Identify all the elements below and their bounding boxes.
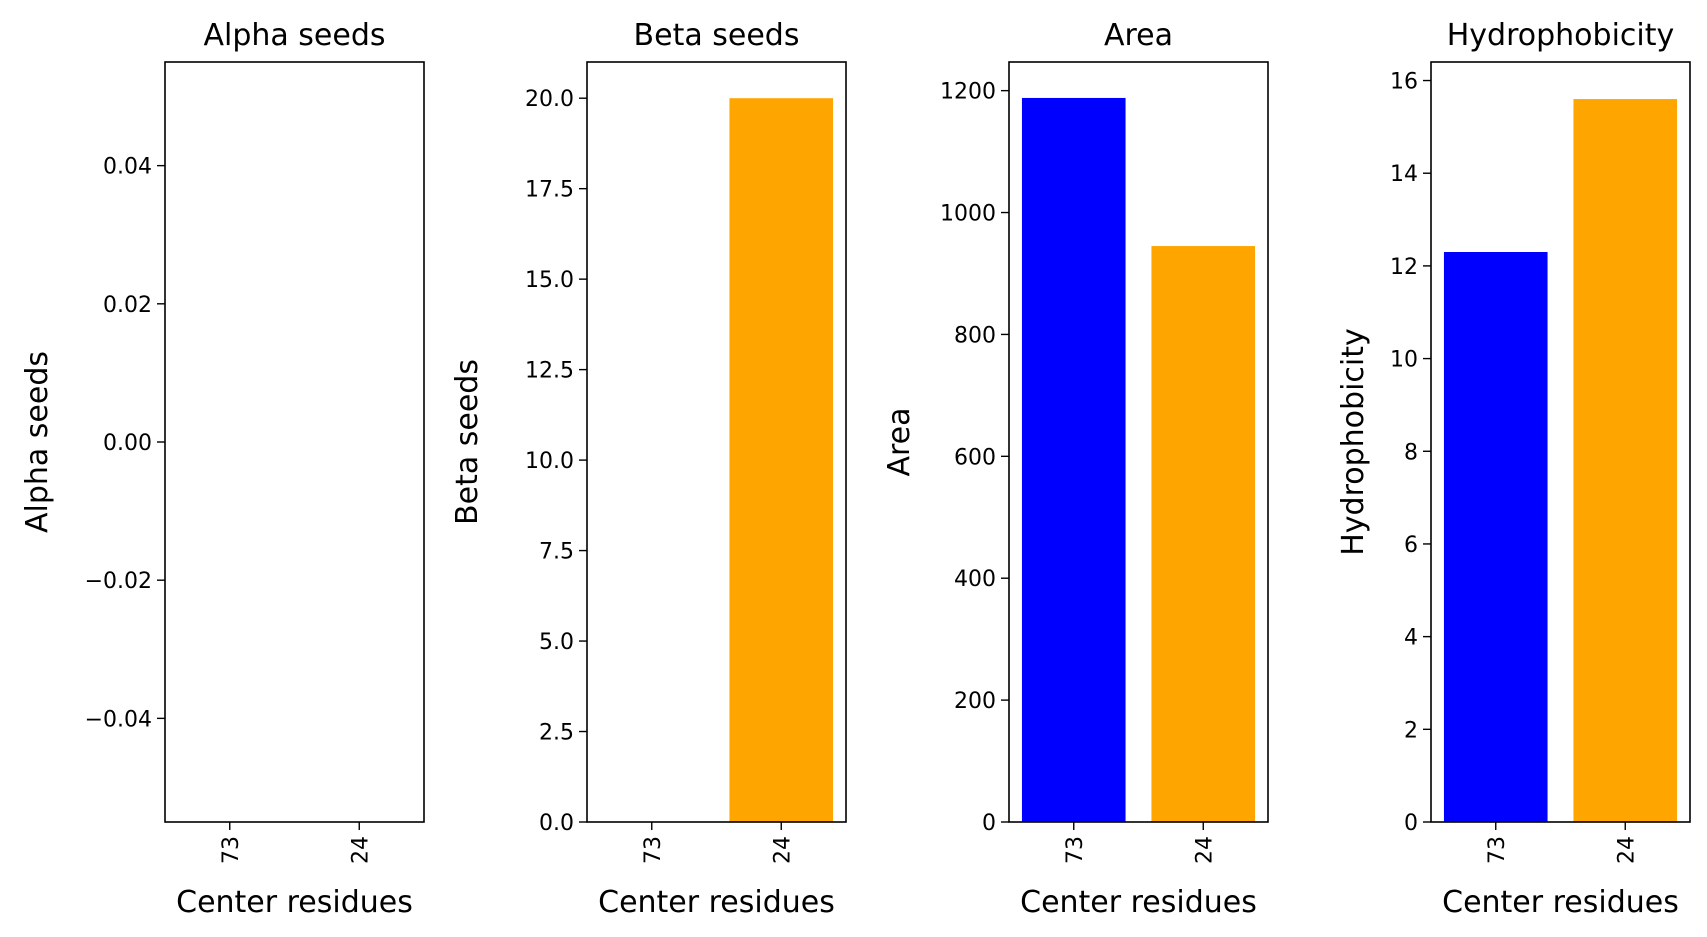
y-tick-label: −0.02 — [85, 569, 152, 594]
plot-frame — [1430, 61, 1691, 823]
y-tick-label: 0.04 — [103, 155, 152, 180]
x-tick-label: 24 — [1614, 836, 1639, 864]
y-tick-label: 20.0 — [525, 87, 574, 112]
x-axis-label: Center residues — [1020, 885, 1257, 920]
y-tick-label: 10 — [1390, 348, 1418, 373]
x-tick-label: 73 — [641, 836, 666, 864]
y-tick-label: 200 — [954, 689, 996, 714]
y-tick-label: 600 — [954, 445, 996, 470]
x-axis-label: Center residues — [176, 885, 413, 920]
y-tick-label: 12 — [1390, 255, 1418, 280]
y-tick-label: 0.00 — [103, 431, 152, 456]
bar-24 — [729, 98, 834, 822]
chart-title: Beta seeds — [634, 18, 800, 53]
y-tick-label: 6 — [1404, 533, 1418, 558]
y-tick-label: 15.0 — [525, 268, 574, 293]
y-tick-label: 1000 — [940, 202, 996, 227]
chart-title: Hydrophobicity — [1447, 18, 1675, 53]
y-axis-label: Beta seeds — [450, 359, 485, 525]
plot-frame — [164, 61, 425, 823]
chart-title: Alpha seeds — [203, 18, 385, 53]
y-tick-label: 2.5 — [539, 721, 574, 746]
y-tick-label: 4 — [1404, 626, 1418, 651]
chart-title: Area — [1104, 18, 1173, 53]
y-tick-label: 800 — [954, 323, 996, 348]
bar-73 — [1021, 97, 1126, 822]
x-tick-label: 24 — [770, 836, 795, 864]
y-tick-label: 5.0 — [539, 630, 574, 655]
y-tick-label: 17.5 — [525, 178, 574, 203]
y-tick-label: 12.5 — [525, 359, 574, 384]
y-tick-label: 8 — [1404, 440, 1418, 465]
y-tick-label: 400 — [954, 567, 996, 592]
plot-frame — [1008, 61, 1269, 823]
x-tick-label: 24 — [1192, 836, 1217, 864]
x-tick-label: 24 — [348, 836, 373, 864]
y-tick-label: 0.02 — [103, 293, 152, 318]
y-tick-label: −0.04 — [85, 707, 152, 732]
x-tick-label: 73 — [219, 836, 244, 864]
plot-frame — [586, 61, 847, 823]
y-tick-label: 16 — [1390, 70, 1418, 95]
x-axis-label: Center residues — [598, 885, 835, 920]
y-tick-label: 0 — [982, 811, 996, 836]
bar-24 — [1151, 246, 1256, 822]
bar-24 — [1573, 99, 1678, 822]
y-tick-label: 0.0 — [539, 811, 574, 836]
x-tick-label: 73 — [1063, 836, 1088, 864]
y-tick-label: 10.0 — [525, 449, 574, 474]
y-axis-label: Hydrophobicity — [1336, 328, 1371, 556]
y-tick-label: 14 — [1390, 162, 1418, 187]
bar-73 — [1443, 252, 1548, 822]
y-tick-label: 7.5 — [539, 540, 574, 565]
y-tick-label: 0 — [1404, 811, 1418, 836]
y-axis-label: Area — [882, 407, 917, 476]
x-tick-label: 73 — [1485, 836, 1510, 864]
y-tick-label: 2 — [1404, 718, 1418, 743]
y-axis-label: Alpha seeds — [20, 351, 55, 533]
y-tick-label: 1200 — [940, 80, 996, 105]
x-axis-label: Center residues — [1442, 885, 1679, 920]
